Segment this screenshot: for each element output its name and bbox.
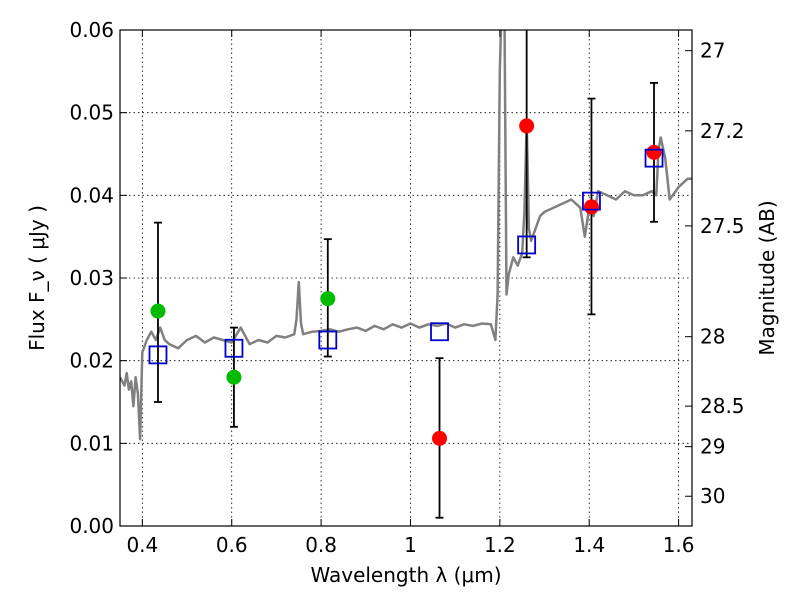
marker-layer (148, 30, 664, 519)
y-tick-label: 0.02 (69, 349, 114, 373)
model-square-marker (224, 338, 244, 358)
right-tick-label: 28.5 (700, 394, 745, 418)
right-tick-label: 27 (700, 39, 725, 63)
y-tick-label: 0.03 (69, 266, 114, 290)
green-data-point (150, 303, 166, 319)
model-square-marker (644, 148, 664, 168)
y-tick-label: 0.01 (69, 431, 114, 455)
model-square-marker (148, 345, 168, 365)
right-tick-label: 27.5 (700, 214, 745, 238)
red-data-point (583, 199, 599, 215)
x-tick-label: 1 (404, 533, 417, 557)
right-tick-label: 27.2 (700, 119, 745, 143)
y-tick-label: 0.05 (69, 101, 114, 125)
red-data-point (432, 430, 448, 446)
red-data-point (646, 144, 662, 160)
x-tick-label: 0.6 (216, 533, 248, 557)
model-square-marker (430, 322, 449, 342)
x-axis-label: Wavelength λ (μm) (310, 563, 501, 587)
model-square-marker (517, 235, 537, 255)
x-tick-label: 1.2 (484, 533, 516, 557)
axis-ticks: 0.4 0.6 0.8 1 1.2 1.4 1.6 0.00 0.01 0.02 0.03 0.04 0… (69, 18, 744, 557)
model-square-marker (582, 191, 601, 211)
y-tick-label: 0.04 (69, 183, 114, 207)
green-data-point (320, 291, 336, 307)
right-tick-label: 29 (700, 435, 725, 459)
right-tick-label: 28 (700, 325, 725, 349)
y-tick-label: 0.00 (69, 514, 114, 538)
x-tick-label: 0.8 (305, 533, 337, 557)
y-axis-label: Flux F_ν ( μJy ) (25, 205, 49, 351)
x-tick-label: 0.4 (126, 533, 158, 557)
x-tick-label: 1.4 (573, 533, 605, 557)
green-data-point (226, 369, 242, 385)
y-axis-right-label: Magnitude (AB) (755, 200, 779, 355)
red-data-point (519, 118, 535, 134)
y-tick-label: 0.06 (69, 18, 114, 42)
model-square-marker (318, 330, 338, 350)
right-tick-label: 30 (700, 484, 725, 508)
x-tick-label: 1.6 (663, 533, 695, 557)
